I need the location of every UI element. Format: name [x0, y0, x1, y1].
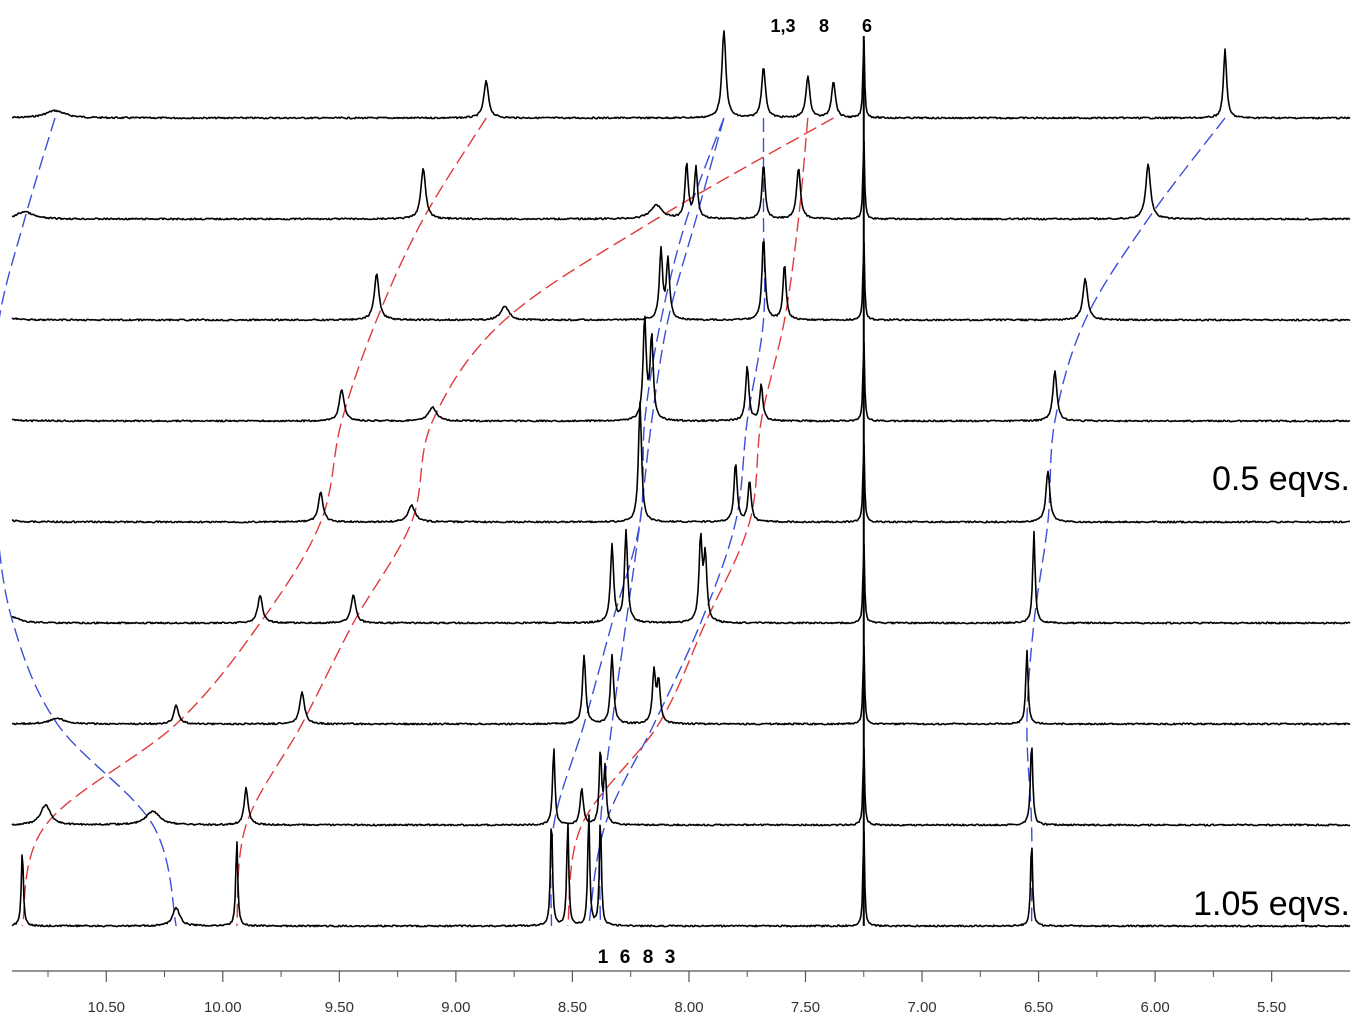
spectrum-trace — [11, 140, 1351, 221]
spectrum-trace — [11, 746, 1351, 827]
spectrum-trace — [11, 401, 1350, 524]
x-tick-label: 6.50 — [1024, 999, 1053, 1016]
spectrum-trace — [11, 528, 1351, 625]
x-tick-label: 10.50 — [87, 999, 125, 1016]
spectrum-trace — [11, 30, 1351, 120]
spectrum-trace — [11, 644, 1351, 726]
spectrum-trace — [11, 240, 1351, 322]
spectrum-trace — [11, 814, 1351, 928]
x-tick-label: 9.00 — [441, 999, 470, 1016]
x-tick-label: 10.00 — [204, 999, 242, 1016]
peak-tracking-line — [236, 117, 834, 927]
x-tick-label: 9.50 — [325, 999, 354, 1016]
peak-label-bottom-1: 1 — [598, 947, 609, 968]
peak-tracking-line — [567, 117, 809, 927]
peak-tracking-line — [21, 117, 487, 927]
x-tick-label: 5.50 — [1257, 999, 1286, 1016]
peak-label-top-8: 8 — [819, 16, 829, 36]
x-tick-label: 8.50 — [558, 999, 587, 1016]
peak-label-bottom-6: 6 — [620, 947, 631, 968]
x-tick-label: 6.00 — [1141, 999, 1170, 1016]
peak-label-top-1-3: 1,3 — [770, 16, 795, 36]
spectrum-trace — [11, 315, 1351, 423]
x-tick-label: 8.00 — [674, 999, 703, 1016]
x-tick-label: 7.50 — [791, 999, 820, 1016]
peak-label-bottom-3: 3 — [665, 947, 676, 968]
x-axis: 10.50 10.00 9.50 9.00 8.50 8.00 7.50 7.00 6.50 6.… — [12, 970, 1350, 1016]
spectra — [11, 30, 1351, 928]
equiv-label-0-5: 0.5 eqvs. — [1212, 460, 1350, 498]
peak-label-top-6: 6 — [862, 16, 872, 36]
equiv-label-1-05: 1.05 eqvs. — [1193, 885, 1350, 923]
peak-tracking-line — [598, 117, 725, 927]
peak-tracking-line — [0, 117, 177, 927]
peak-label-bottom-8: 8 — [643, 947, 654, 968]
x-tick-label: 7.00 — [907, 999, 936, 1016]
